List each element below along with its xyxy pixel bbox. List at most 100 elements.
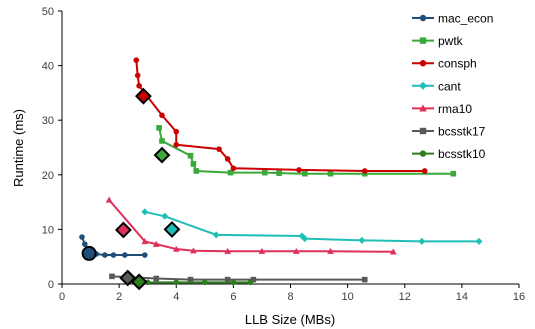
series-line bbox=[158, 127, 454, 175]
data-point bbox=[159, 112, 165, 119]
y-tick-label: 0 bbox=[48, 279, 54, 291]
highlight-point bbox=[130, 273, 148, 291]
data-point bbox=[421, 168, 428, 174]
data-point bbox=[190, 161, 197, 167]
data-point bbox=[152, 240, 160, 247]
y-ticks: 0 10 20 30 40 50 bbox=[42, 6, 62, 291]
data-point bbox=[193, 168, 200, 174]
data-point bbox=[216, 146, 222, 152]
x-tick-label: 4 bbox=[173, 291, 179, 303]
data-point bbox=[227, 169, 234, 176]
y-tick-label: 40 bbox=[42, 61, 54, 73]
y-tick-label: 50 bbox=[42, 6, 54, 18]
data-point bbox=[418, 237, 426, 245]
data-point bbox=[361, 276, 368, 283]
data-point bbox=[156, 125, 162, 131]
series-bcsstk10 bbox=[130, 273, 254, 291]
data-point bbox=[105, 196, 113, 203]
legend-label: mac_econ bbox=[438, 12, 493, 26]
data-point bbox=[389, 248, 397, 255]
data-point bbox=[82, 241, 88, 247]
x-tick-label: 6 bbox=[230, 291, 236, 303]
legend-entry: pwtk bbox=[412, 34, 464, 48]
legend-marker bbox=[419, 81, 427, 90]
y-tick-label: 30 bbox=[42, 115, 54, 127]
x-tick-label: 8 bbox=[287, 291, 293, 303]
data-point bbox=[133, 57, 140, 63]
y-axis-title: Runtime (ms) bbox=[11, 109, 26, 187]
data-point bbox=[161, 212, 169, 220]
data-point bbox=[141, 208, 149, 216]
data-point bbox=[187, 152, 194, 159]
data-point bbox=[224, 276, 231, 283]
x-tick-label: 0 bbox=[59, 291, 65, 303]
legend-entry: mac_econ bbox=[412, 12, 493, 26]
series-pwtk bbox=[153, 125, 457, 177]
data-point bbox=[250, 276, 257, 283]
highlight-point bbox=[153, 146, 171, 164]
x-tick-label: 14 bbox=[456, 291, 468, 303]
series-rma10 bbox=[105, 196, 397, 255]
series-line bbox=[111, 275, 365, 281]
series-mac-econ bbox=[79, 234, 148, 261]
legend-entry: rma10 bbox=[412, 102, 472, 116]
legend-marker bbox=[419, 14, 427, 22]
x-axis-title: LLB Size (MBs) bbox=[245, 312, 335, 327]
highlight-point bbox=[81, 245, 97, 261]
legend-label: rma10 bbox=[438, 102, 472, 116]
x-tick-label: 10 bbox=[342, 291, 354, 303]
legend-marker bbox=[419, 60, 427, 67]
data-point bbox=[141, 238, 149, 245]
data-point bbox=[224, 156, 231, 162]
series-line bbox=[108, 199, 394, 253]
data-point bbox=[276, 170, 282, 176]
data-point bbox=[79, 234, 85, 240]
legend-entry: bcsstk10 bbox=[412, 147, 486, 161]
data-point bbox=[136, 83, 142, 89]
legend-marker bbox=[419, 150, 427, 157]
data-point bbox=[296, 167, 302, 173]
x-ticks: 0 2 4 6 8 10 12 14 16 bbox=[59, 284, 525, 303]
legend-marker bbox=[419, 104, 427, 112]
legend-entry: cant bbox=[412, 79, 461, 93]
data-point bbox=[361, 168, 368, 174]
legend-label: consph bbox=[438, 57, 477, 71]
data-point bbox=[230, 279, 237, 286]
data-point bbox=[159, 138, 165, 144]
data-point bbox=[187, 276, 194, 283]
data-point bbox=[202, 279, 208, 286]
data-point bbox=[327, 170, 334, 177]
data-point bbox=[230, 165, 237, 172]
legend-marker bbox=[419, 37, 427, 44]
data-point bbox=[173, 128, 180, 135]
series-line bbox=[144, 210, 480, 243]
y-tick-label: 10 bbox=[42, 224, 54, 236]
series-bcsstk17 bbox=[109, 269, 368, 287]
data-point bbox=[247, 279, 254, 286]
legend-label: cant bbox=[438, 79, 461, 93]
data-point bbox=[258, 247, 266, 254]
x-tick-label: 12 bbox=[399, 291, 411, 303]
data-point bbox=[173, 279, 180, 286]
data-point bbox=[142, 252, 148, 258]
highlight-point bbox=[119, 269, 137, 287]
legend-label: bcsstk10 bbox=[438, 147, 486, 161]
y-tick-label: 20 bbox=[42, 170, 54, 182]
x-tick-label: 2 bbox=[116, 291, 122, 303]
data-point bbox=[153, 275, 160, 282]
data-point bbox=[212, 231, 220, 239]
series-cant bbox=[141, 208, 483, 245]
data-point bbox=[475, 237, 483, 245]
data-point bbox=[358, 236, 366, 244]
data-point bbox=[301, 170, 308, 177]
legend-label: bcsstk17 bbox=[438, 125, 486, 139]
data-point bbox=[261, 169, 268, 176]
data-point bbox=[450, 170, 457, 177]
highlight-point bbox=[114, 221, 132, 239]
data-point bbox=[134, 72, 141, 79]
data-point bbox=[292, 247, 300, 254]
data-point bbox=[110, 252, 117, 258]
highlight-point bbox=[163, 220, 181, 238]
